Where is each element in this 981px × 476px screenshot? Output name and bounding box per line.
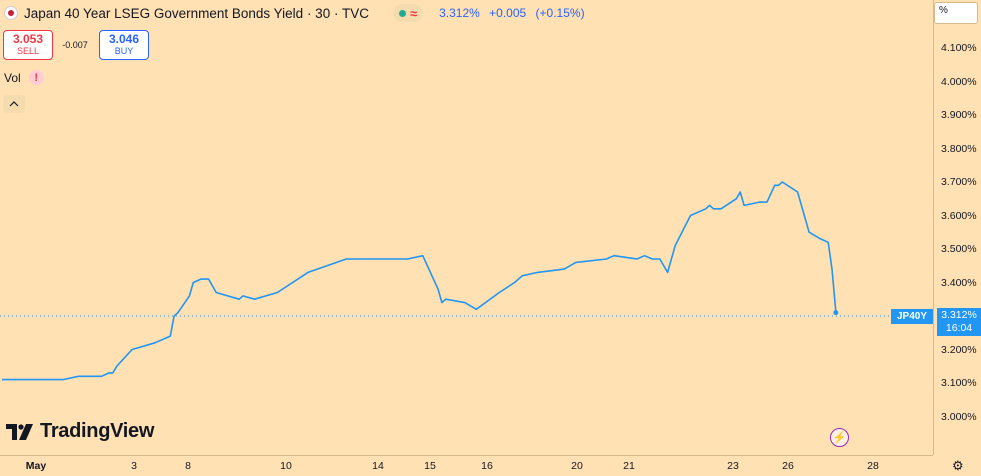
collapse-legend-button[interactable] — [3, 95, 25, 113]
y-tick-label: 3.500% — [941, 243, 977, 255]
price-chart[interactable] — [0, 0, 933, 455]
japan-flag-icon — [4, 6, 18, 20]
vol-label: Vol — [4, 70, 21, 85]
percent-scale-button[interactable]: % — [934, 2, 978, 24]
y-tick-label: 3.200% — [941, 343, 977, 356]
y-tick-label: 3.600% — [941, 209, 977, 222]
warning-icon[interactable]: ! — [28, 70, 44, 85]
x-tick-label: 14 — [372, 460, 384, 472]
last-value: 3.312% — [439, 6, 480, 20]
buy-button[interactable]: 3.046 BUY — [99, 30, 149, 60]
delayed-data-icon: ≈ — [409, 5, 418, 21]
y-tick-label: 3.000% — [941, 410, 977, 423]
market-open-dot-icon — [398, 9, 406, 17]
y-tick-label: 3.700% — [941, 176, 977, 188]
last-point-marker — [833, 310, 839, 316]
buy-label: BUY — [114, 46, 134, 56]
x-tick-label: 21 — [623, 460, 635, 472]
settings-gear-icon[interactable]: ⚙ — [952, 458, 964, 473]
change-percent: (+0.15%) — [535, 6, 585, 20]
sell-label: SELL — [16, 46, 40, 56]
x-tick-label: 23 — [727, 460, 739, 472]
current-time: 16:04 — [945, 322, 973, 334]
y-tick-label: 3.900% — [941, 109, 977, 121]
y-tick-label: 4.100% — [941, 42, 977, 54]
logo-text: TradingView — [40, 420, 155, 442]
change-value: +0.005 — [489, 6, 527, 20]
yield-line — [2, 181, 837, 381]
x-tick-label: 10 — [280, 460, 292, 472]
trade-buttons: 3.053 SELL -0.007 3.046 BUY — [3, 30, 149, 60]
price-scale[interactable]: 4.100% 4.000% 3.900% 3.800% 3.700% 3.600% 3.50… — [934, 0, 981, 455]
y-tick-label: 3.800% — [941, 142, 977, 155]
symbol-tag: JP40Y — [891, 309, 933, 324]
volume-indicator[interactable]: Vol ! — [4, 70, 44, 85]
buy-price: 3.046 — [108, 32, 140, 46]
current-value: 3.312% — [941, 309, 977, 321]
chart-area[interactable]: Japan 40 Year LSEG Government Bonds Yiel… — [0, 0, 934, 455]
chevron-up-icon — [9, 101, 19, 107]
current-price-tag: 3.312% 16:04 — [937, 308, 981, 336]
chart-title[interactable]: Japan 40 Year LSEG Government Bonds Yiel… — [24, 5, 369, 21]
quote-values: 3.312% +0.005 (+0.15%) — [439, 6, 590, 20]
market-status-pill[interactable]: ≈ — [392, 4, 424, 22]
x-tick-label: 8 — [185, 460, 191, 472]
legend: Japan 40 Year LSEG Government Bonds Yiel… — [4, 4, 591, 22]
tradingview-logo[interactable]: TradingView — [6, 420, 154, 443]
sell-button[interactable]: 3.053 SELL — [3, 30, 53, 60]
tradingview-logo-icon — [6, 423, 33, 440]
x-tick-label: 16 — [481, 460, 493, 472]
time-scale[interactable]: May 3 8 10 14 15 16 20 21 23 26 28 — [0, 455, 933, 476]
y-tick-label: 4.000% — [941, 75, 977, 88]
x-tick-label: 26 — [782, 460, 794, 472]
lightning-icon[interactable]: ⚡ — [830, 428, 849, 447]
x-tick-label: 15 — [424, 460, 436, 472]
x-tick-label: 28 — [867, 460, 879, 472]
x-tick-label: 3 — [131, 460, 137, 472]
y-tick-label: 3.100% — [941, 377, 977, 389]
x-tick-label: May — [25, 460, 47, 472]
y-tick-label: 3.400% — [941, 276, 977, 289]
spread-value: -0.007 — [62, 40, 88, 50]
x-tick-label: 20 — [571, 460, 583, 472]
sell-price: 3.053 — [12, 32, 44, 46]
